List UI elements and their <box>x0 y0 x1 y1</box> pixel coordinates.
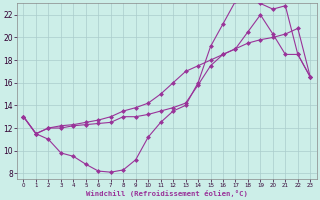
X-axis label: Windchill (Refroidissement éolien,°C): Windchill (Refroidissement éolien,°C) <box>86 190 248 197</box>
